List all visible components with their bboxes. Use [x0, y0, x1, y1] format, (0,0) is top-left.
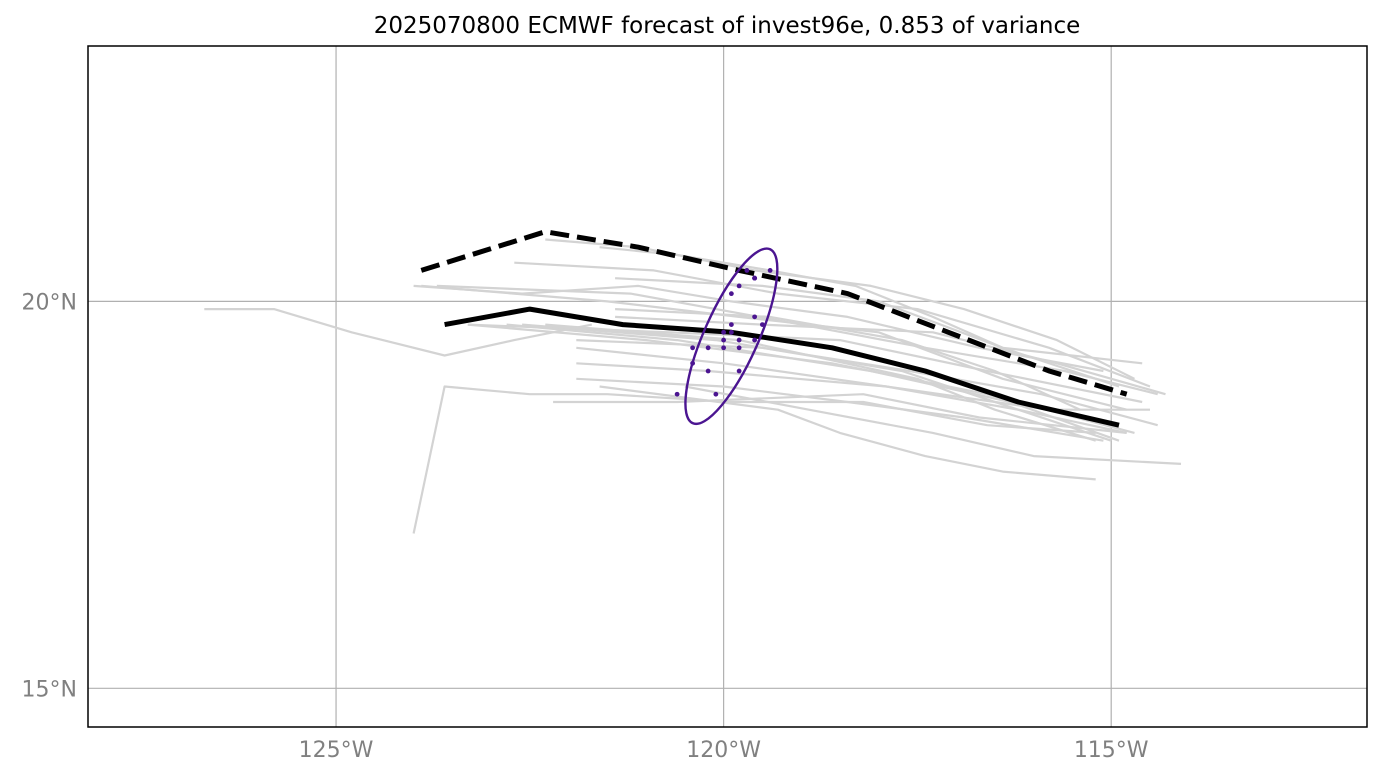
- position-point-23: [752, 275, 758, 281]
- ensemble-track-6: [545, 323, 1097, 442]
- ensemble-track-1: [412, 385, 1096, 534]
- position-point-9: [728, 329, 734, 335]
- mean-track-line: [444, 306, 1120, 428]
- position-point-2: [744, 268, 750, 273]
- position-point-21: [674, 391, 680, 397]
- ensemble-tracks: [204, 238, 1182, 534]
- ensemble-track-9: [467, 323, 1143, 404]
- ensemble-track-15: [684, 385, 1182, 465]
- position-point-1: [767, 268, 773, 273]
- ensemble-mean-track: [444, 306, 1120, 428]
- ensemble-track-20: [413, 284, 1104, 373]
- ensemble-track-11: [506, 323, 1120, 442]
- uncertainty-ellipse-shape: [684, 247, 779, 426]
- position-point-12: [752, 337, 758, 343]
- ensemble-track-0: [204, 308, 593, 357]
- y-tick-label-0: 20°N: [22, 290, 77, 315]
- ensemble-track-17: [421, 284, 1127, 411]
- map-frame: [87, 45, 1368, 728]
- cluster-track-line: [420, 229, 1128, 397]
- ensemble-track-19: [615, 277, 1120, 388]
- uncertainty-ellipse: [684, 247, 779, 426]
- position-point-6: [728, 322, 734, 327]
- ensemble-track-16: [436, 284, 1158, 396]
- position-scatter: [674, 268, 773, 397]
- position-point-18: [705, 368, 711, 374]
- position-point-10: [721, 337, 727, 343]
- ensemble-track-5: [576, 339, 1158, 427]
- position-point-4: [728, 291, 734, 297]
- ensemble-track-14: [599, 385, 1096, 481]
- ensemble-track-2: [553, 393, 1127, 434]
- ensemble-track-10: [615, 315, 1166, 396]
- cluster-track: [420, 229, 1128, 397]
- ensemble-track-12: [576, 377, 1104, 442]
- position-point-20: [713, 391, 719, 397]
- position-point-16: [690, 345, 696, 351]
- position-point-8: [721, 329, 727, 335]
- ensemble-track-7: [522, 323, 1112, 442]
- position-point-13: [721, 345, 727, 351]
- longitude-tick-labels: 125°W 120°W 115°W: [299, 738, 1149, 763]
- x-tick-label-0: 125°W: [299, 738, 374, 763]
- ensemble-track-22: [599, 246, 1143, 365]
- position-point-3: [736, 283, 742, 289]
- chart-title: 2025070800 ECMWF forecast of invest96e, …: [374, 13, 1081, 39]
- position-point-14: [705, 345, 711, 351]
- position-point-5: [752, 314, 758, 320]
- position-point-11: [736, 337, 742, 343]
- position-point-19: [736, 368, 742, 374]
- position-point-15: [736, 345, 742, 351]
- y-tick-label-1: 15°N: [22, 677, 77, 702]
- x-tick-label-2: 115°W: [1074, 738, 1149, 763]
- x-tick-label-1: 120°W: [686, 738, 761, 763]
- latitude-tick-labels: 20°N 15°N: [22, 290, 77, 702]
